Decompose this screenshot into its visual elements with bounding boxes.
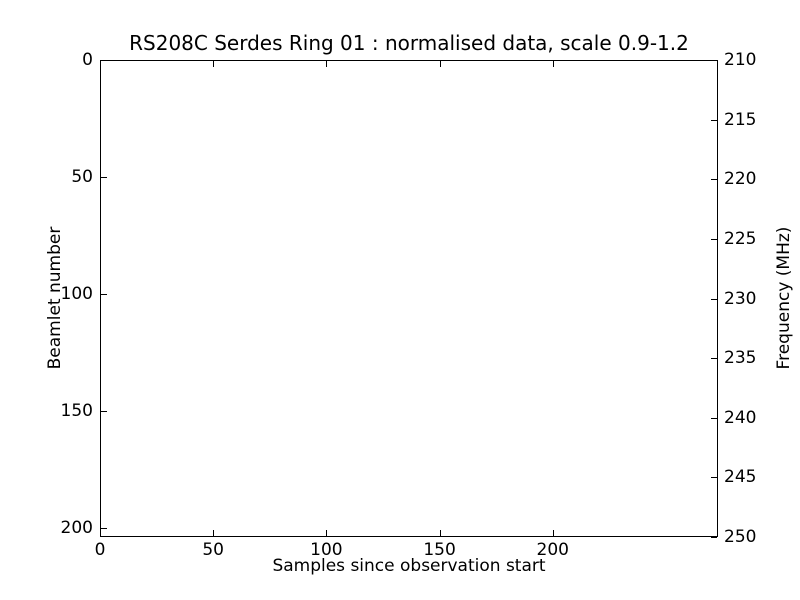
y-right-tick-label: 225 [724,228,757,249]
y-right-tick-mark [711,537,717,538]
y-right-tick-mark [711,477,717,479]
y-right-tick-label: 250 [724,527,757,547]
y-left-tick-label: 200 [60,517,93,538]
x-tick-label: 0 [94,540,106,560]
y-left-tick-mark [101,410,107,412]
y-left-tick-label: 0 [82,50,93,70]
y-right-tick-label: 230 [724,288,757,309]
y-left-tick-label: 150 [60,400,93,421]
y-left-tick-mark [101,527,107,529]
y-left-tick-mark [101,176,107,178]
y-right-tick-label: 235 [724,348,757,369]
y-left-tick-mark [101,293,107,295]
x-axis-label: Samples since observation start [272,556,546,576]
y-right-tick-label: 245 [724,467,757,488]
y-right-tick-label: 240 [724,407,757,428]
plot-area [100,60,718,537]
x-tick-mark-top [552,61,554,67]
x-tick-mark-bottom [100,530,101,536]
x-tick-label: 200 [536,540,569,560]
y-right-tick-mark [711,179,717,181]
chart-title: RS208C Serdes Ring 01 : normalised data,… [129,31,689,55]
y-left-tick-label: 50 [71,166,93,187]
x-tick-mark-bottom [552,530,554,536]
x-tick-mark-bottom [439,530,441,536]
y-right-tick-mark [711,238,717,240]
y-right-tick-label: 220 [724,169,757,190]
x-tick-mark-bottom [213,530,215,536]
x-tick-mark-top [326,61,328,67]
y-axis-label-left: Beamlet number [45,226,65,370]
x-tick-mark-top [439,61,441,67]
y-axis-label-right: Frequency (MHz) [774,226,794,370]
y-right-tick-label: 210 [724,50,757,70]
x-tick-label: 150 [423,540,456,560]
x-tick-label: 100 [310,540,343,560]
x-tick-mark-bottom [326,530,328,536]
y-right-tick-label: 215 [724,109,757,130]
y-right-tick-mark [711,60,717,61]
y-right-tick-mark [711,119,717,121]
y-left-tick-mark [101,60,107,61]
y-right-tick-mark [711,417,717,419]
y-right-tick-mark [711,298,717,300]
y-right-tick-mark [711,358,717,360]
x-tick-mark-top [100,61,101,67]
x-tick-label: 50 [202,540,224,560]
y-left-tick-label: 100 [60,283,93,304]
x-tick-mark-top [213,61,215,67]
